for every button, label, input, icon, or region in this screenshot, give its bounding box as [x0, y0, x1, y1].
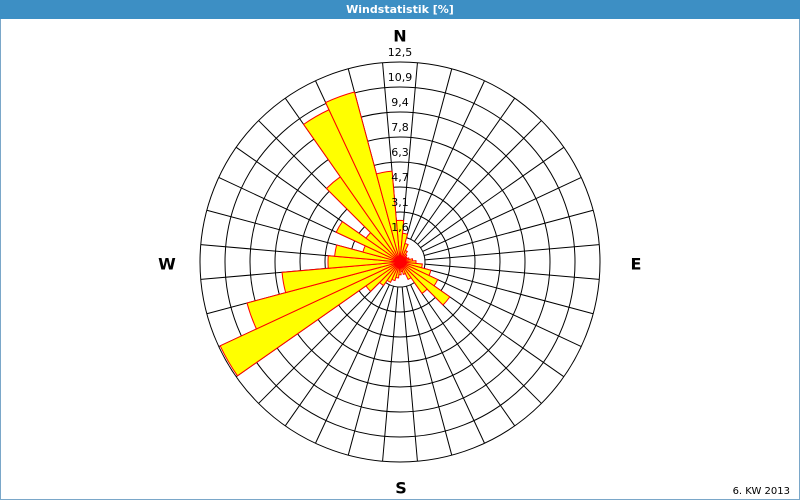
grid-ring [199, 61, 601, 463]
spoke [420, 146, 565, 249]
y-tick-label: 10,9 [388, 71, 413, 84]
compass-label: W [158, 255, 176, 274]
spoke [424, 209, 594, 257]
spoke [315, 284, 390, 444]
wedge [324, 91, 401, 263]
wedge [399, 261, 451, 306]
title-bar [0, 0, 800, 19]
spoke [410, 80, 485, 240]
spoke [405, 286, 453, 456]
wedge [399, 261, 412, 281]
compass-label: E [631, 255, 642, 274]
wedge [399, 261, 428, 295]
spoke [422, 272, 582, 347]
wedge [219, 261, 401, 377]
spoke [382, 286, 399, 462]
spoke [413, 97, 516, 242]
y-tick-label: 9,4 [391, 96, 409, 109]
grid-ring [224, 86, 576, 438]
grid-ring [324, 186, 476, 338]
wedge [327, 255, 401, 269]
compass-label: N [393, 27, 406, 46]
wedge [281, 261, 401, 294]
spoke [424, 267, 594, 315]
spoke [401, 286, 418, 462]
wedge [335, 220, 401, 263]
wedge [246, 261, 401, 330]
spoke [410, 284, 485, 444]
spoke [413, 282, 516, 427]
spoke [258, 279, 383, 404]
y-tick-label: 4,7 [391, 171, 409, 184]
y-tick-label: 6,3 [391, 146, 409, 159]
spoke [417, 120, 542, 245]
spoke [424, 263, 600, 280]
y-tick-label: 12,5 [388, 46, 413, 59]
spoke [424, 244, 600, 261]
wedge [399, 261, 407, 275]
grid-ring [299, 161, 501, 363]
y-tick-label: 3,1 [391, 196, 409, 209]
compass-label: S [395, 479, 407, 498]
wedge [375, 170, 401, 263]
grid-ring [249, 111, 551, 413]
chart-title: Windstatistik [%] [346, 3, 454, 16]
spoke [405, 68, 453, 238]
spoke [422, 177, 582, 252]
y-tick-label: 1,6 [391, 221, 409, 234]
footer: 6. KW 2013 [733, 486, 790, 497]
y-tick-label: 7,8 [391, 121, 409, 134]
spoke [284, 282, 387, 427]
spoke [401, 62, 418, 238]
spoke [347, 286, 395, 456]
grid-ring [274, 136, 526, 388]
